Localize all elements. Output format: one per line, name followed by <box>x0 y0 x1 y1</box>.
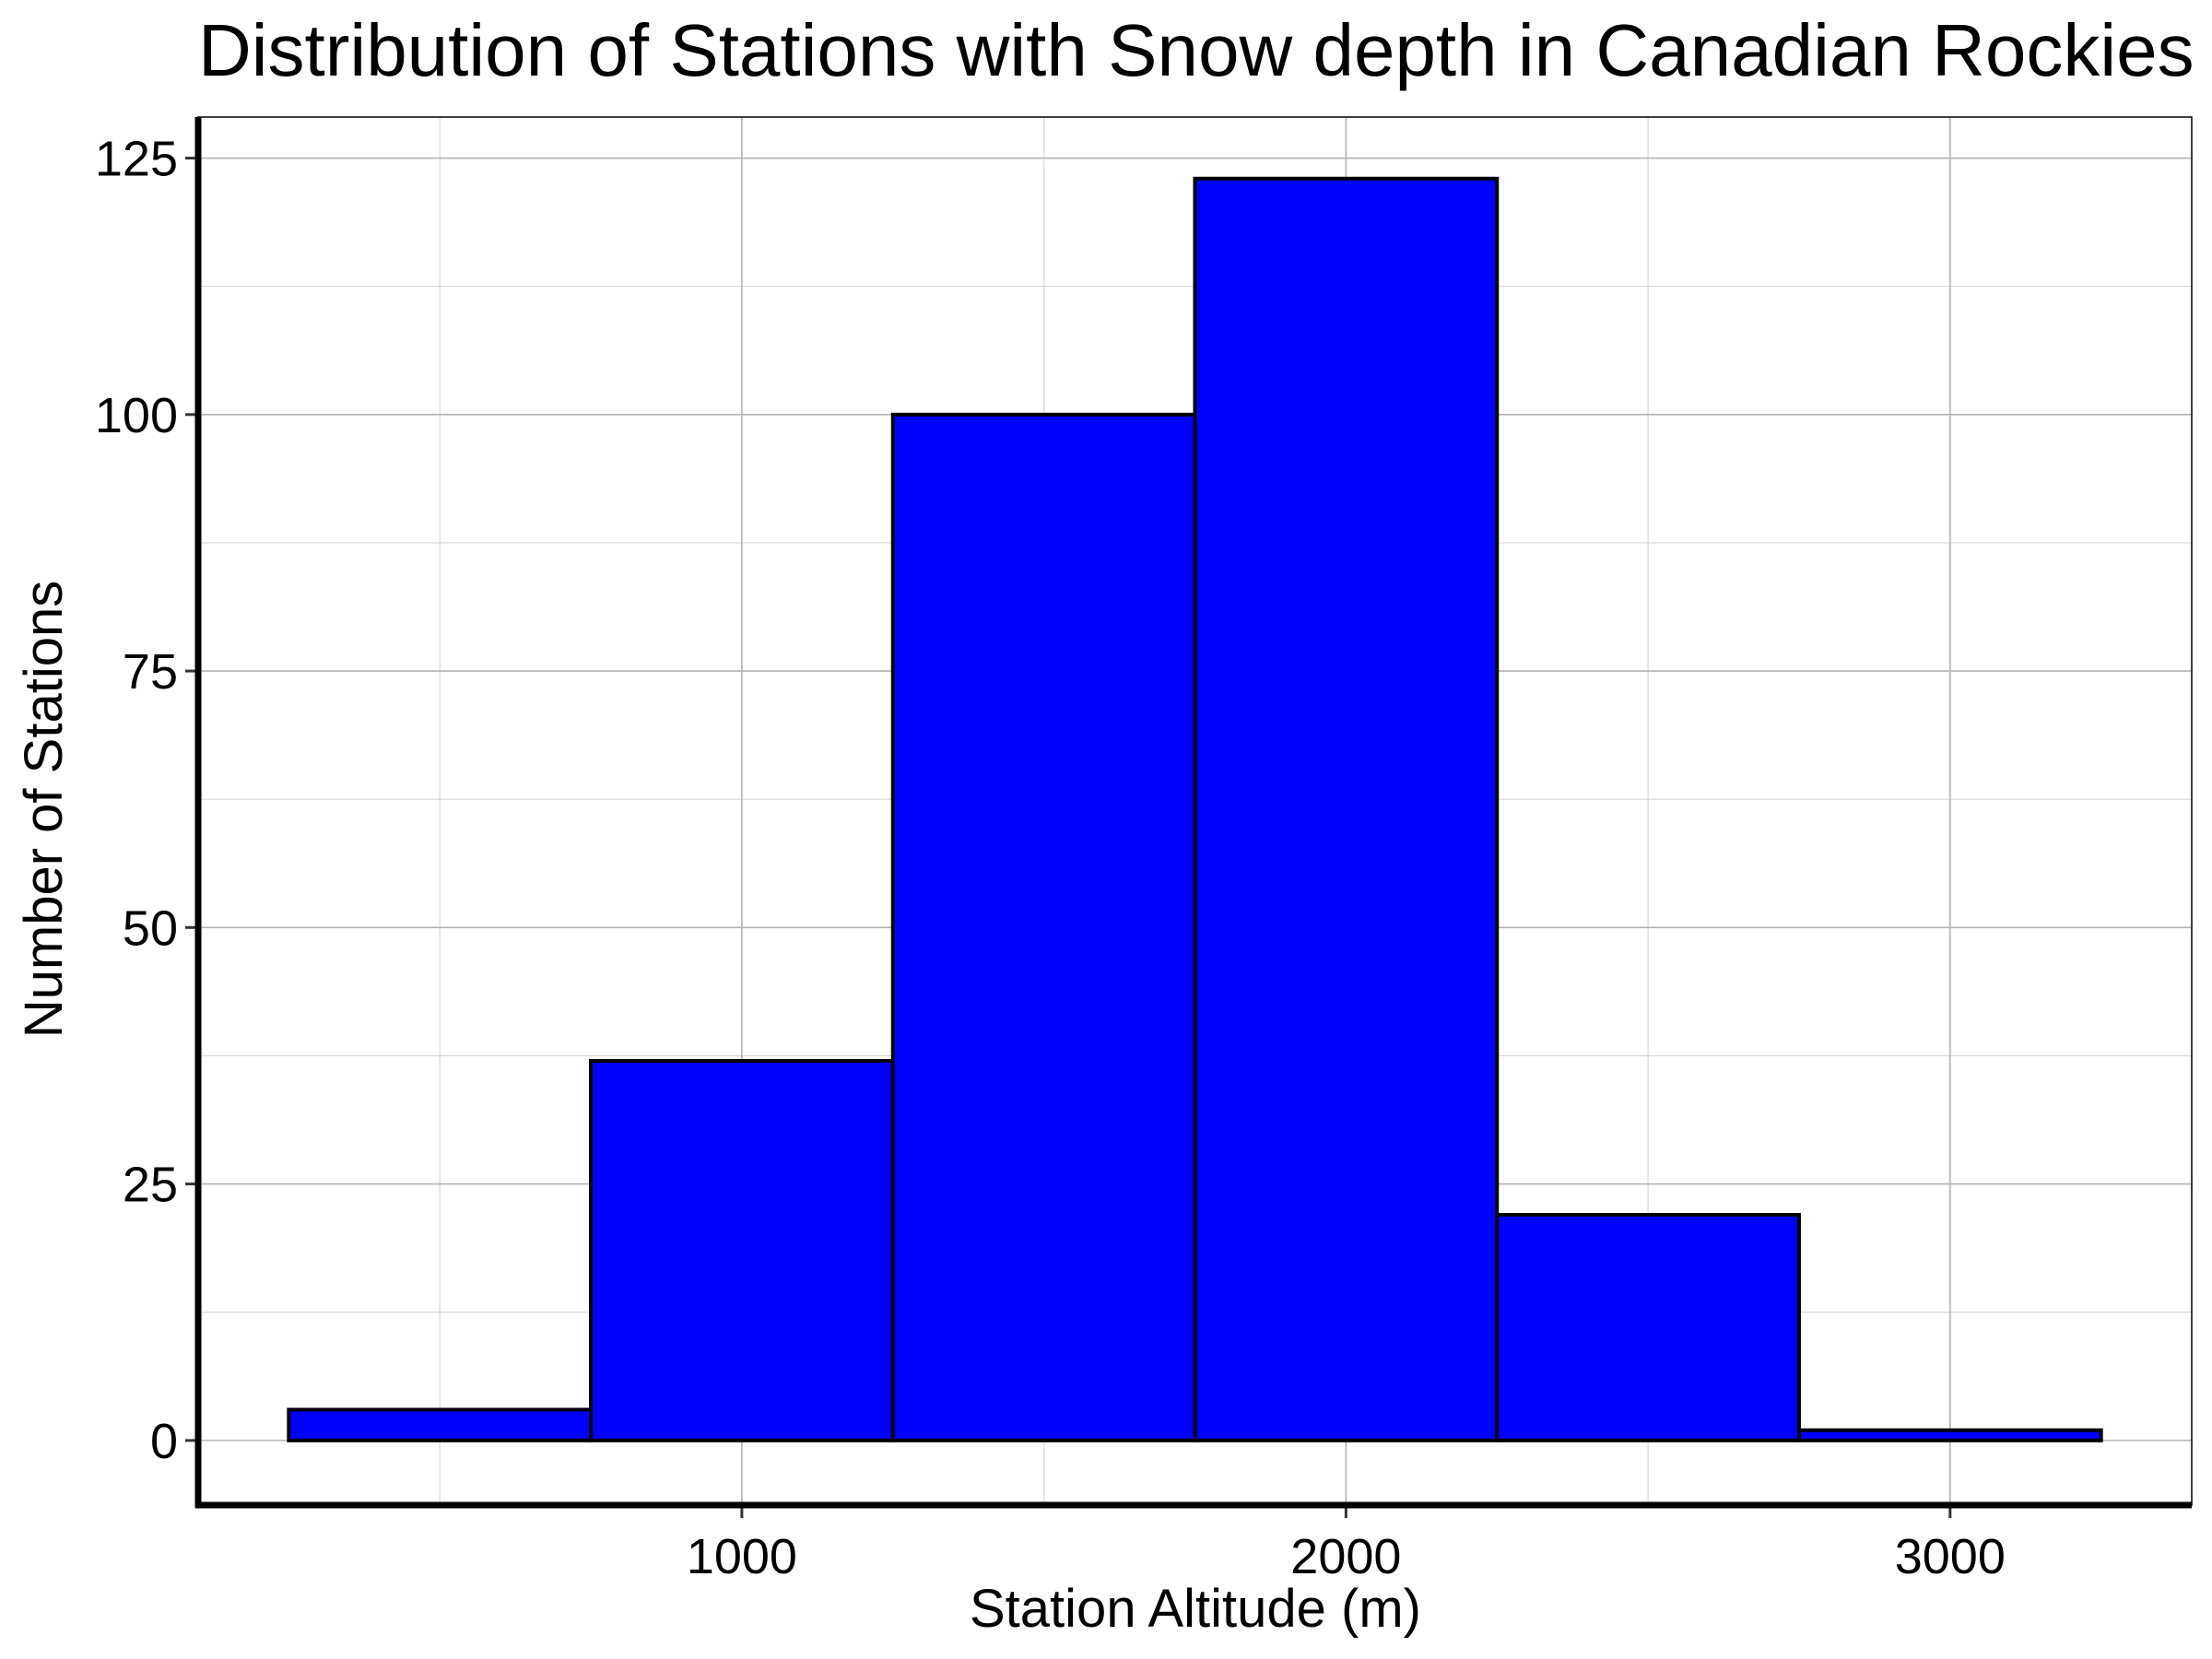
chart-title: Distribution of Stations with Snow depth… <box>198 9 2194 91</box>
y-tick-label: 75 <box>123 644 178 700</box>
histogram-bar-2 <box>589 1059 895 1442</box>
histogram-bar-4 <box>1193 176 1500 1442</box>
y-axis-label: Number of Stations <box>14 581 74 1038</box>
x-tick-label: 1000 <box>687 1529 797 1584</box>
histogram-bars <box>287 176 2103 1442</box>
x-tick-label: 2000 <box>1290 1529 1401 1584</box>
x-axis-label: Station Altitude (m) <box>970 1579 1421 1639</box>
histogram-bar-6 <box>1796 1428 2103 1442</box>
y-tick-label: 25 <box>123 1158 178 1213</box>
y-tick-label: 50 <box>123 900 178 956</box>
y-tick-label: 0 <box>150 1414 178 1469</box>
tick-labels: 1000 2000 3000 0 25 50 75 100 125 <box>95 132 2006 1584</box>
x-tick-label: 3000 <box>1895 1529 2006 1584</box>
histogram-bar-5 <box>1495 1212 1801 1442</box>
histogram-bar-3 <box>890 412 1197 1442</box>
y-tick-label: 100 <box>95 388 178 443</box>
y-tick-label: 125 <box>95 132 178 187</box>
histogram-bar-1 <box>287 1407 594 1442</box>
